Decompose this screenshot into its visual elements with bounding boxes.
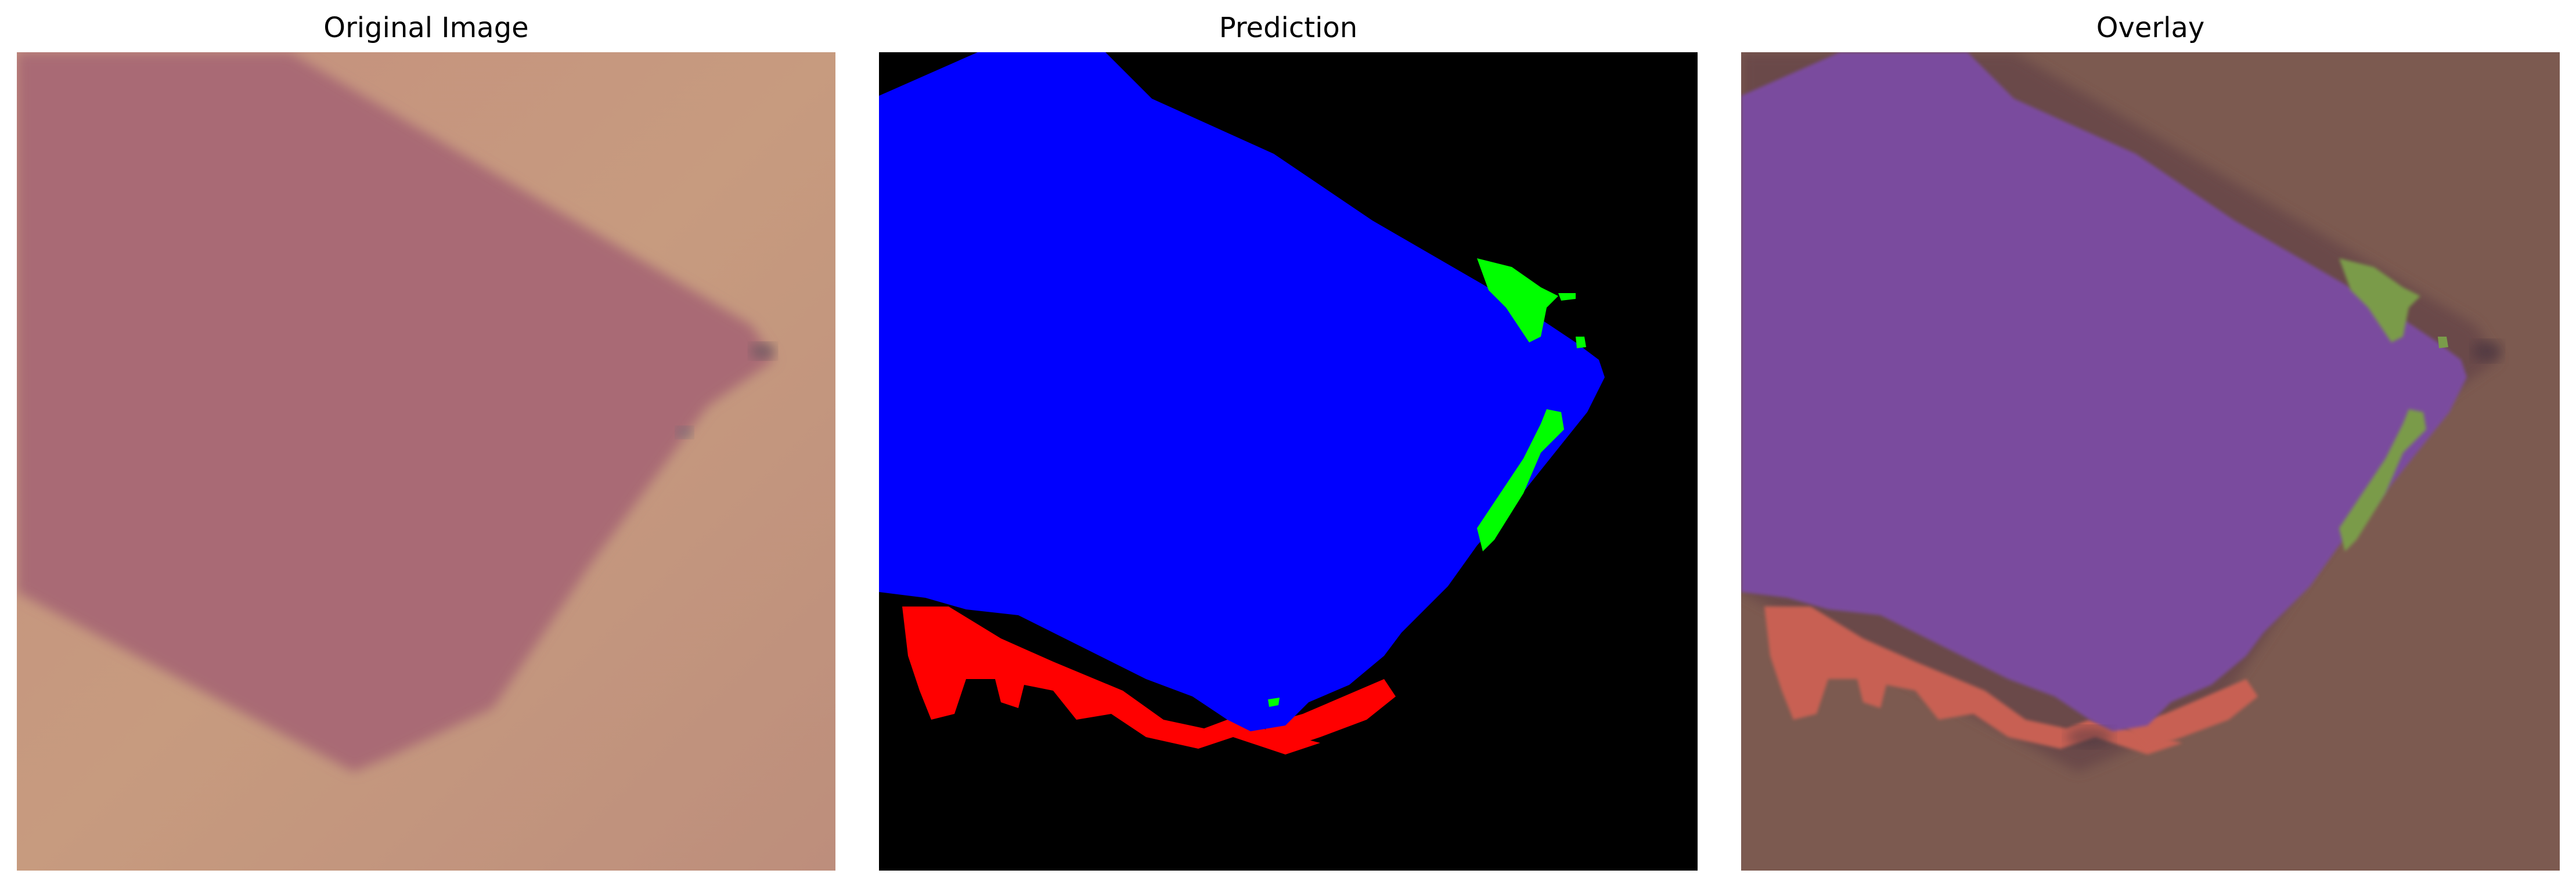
prediction-mask xyxy=(879,52,1698,871)
defect-spot xyxy=(676,427,693,438)
original-image-title: Original Image xyxy=(323,12,529,44)
prediction-panel xyxy=(879,52,1698,871)
original-image xyxy=(17,52,835,871)
overlay-green-region xyxy=(2339,258,2420,342)
overlay-green-region xyxy=(2438,337,2448,348)
green-class-region xyxy=(1477,258,1558,342)
flake-shape xyxy=(17,52,774,772)
defect-spot xyxy=(750,343,776,359)
defect-spot xyxy=(2472,341,2502,362)
prediction-title: Prediction xyxy=(1219,12,1358,44)
overlay-title: Overlay xyxy=(2096,12,2205,44)
overlay-panel xyxy=(1741,52,2560,871)
overlay-red-region xyxy=(1764,607,2182,755)
overlay-image xyxy=(1741,52,2560,871)
green-class-region xyxy=(1576,337,1586,348)
edge-shadow xyxy=(2066,727,2113,748)
green-class-region xyxy=(1558,293,1576,301)
overlay-green-region xyxy=(2339,409,2426,551)
overlay-red-region xyxy=(2124,679,2258,749)
original-image-panel xyxy=(17,52,835,871)
green-class-region xyxy=(1268,698,1280,707)
red-class-region xyxy=(1262,679,1396,749)
green-class-region xyxy=(1477,409,1564,551)
red-class-region xyxy=(902,607,1320,755)
blue-class-region xyxy=(879,52,1605,731)
overlay-blue-region xyxy=(1741,52,2467,731)
